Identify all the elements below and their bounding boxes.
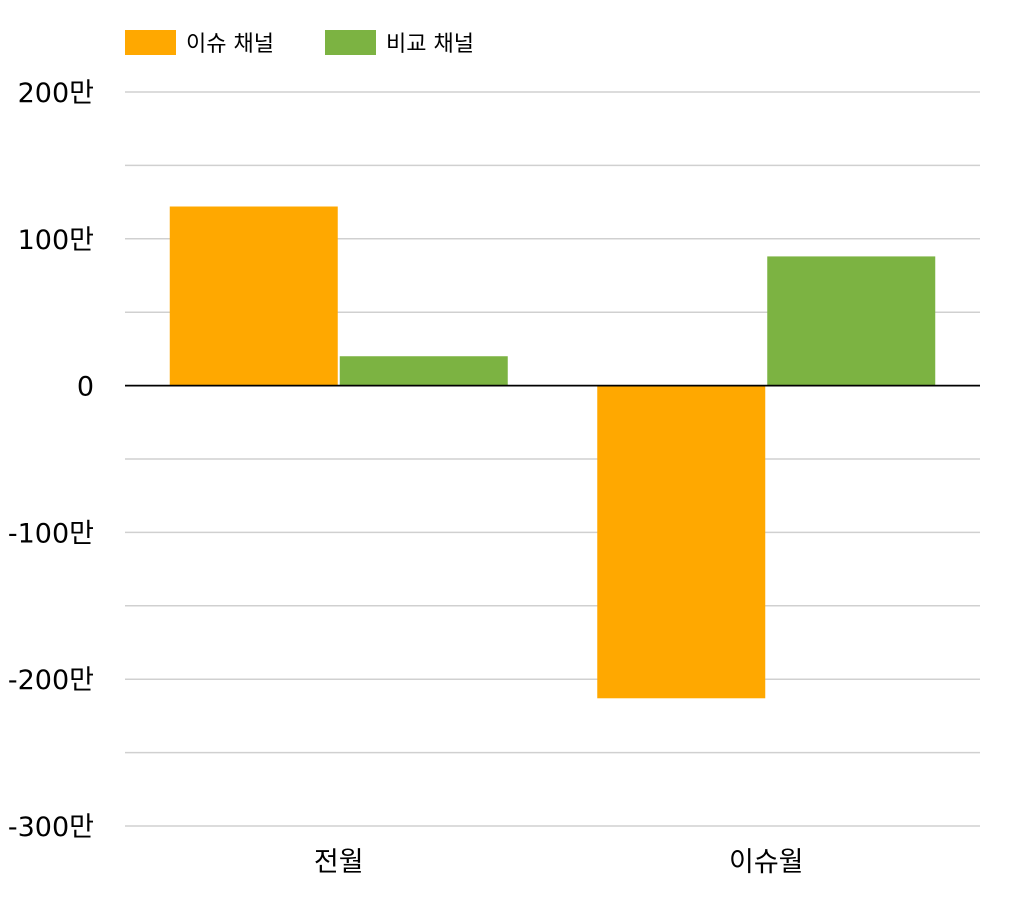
y-tick-label: 100만 [18,225,94,256]
x-axis: 전월 이슈월 [125,384,980,878]
y-tick-label: -100만 [8,518,94,549]
y-tick-label: 200만 [18,78,94,109]
y-tick-label: -200만 [8,665,94,696]
grid [125,91,980,827]
x-tick-label: 전월 [314,847,364,878]
x-tick-label: 이슈월 [729,847,804,878]
legend-swatch [125,30,176,55]
bar [339,356,508,386]
y-axis: 200만 100만 0 -100만 -200만 -300만 [8,78,94,843]
y-tick-label: -300만 [8,812,94,843]
legend-label: 이슈 채널 [186,32,274,57]
bar [169,206,338,386]
legend-label: 비교 채널 [386,32,474,57]
bars [169,206,936,699]
bar [767,256,936,386]
legend: 이슈 채널 비교 채널 [125,30,474,57]
bar [597,385,766,699]
legend-swatch [325,30,376,55]
y-tick-label: 0 [77,372,94,403]
